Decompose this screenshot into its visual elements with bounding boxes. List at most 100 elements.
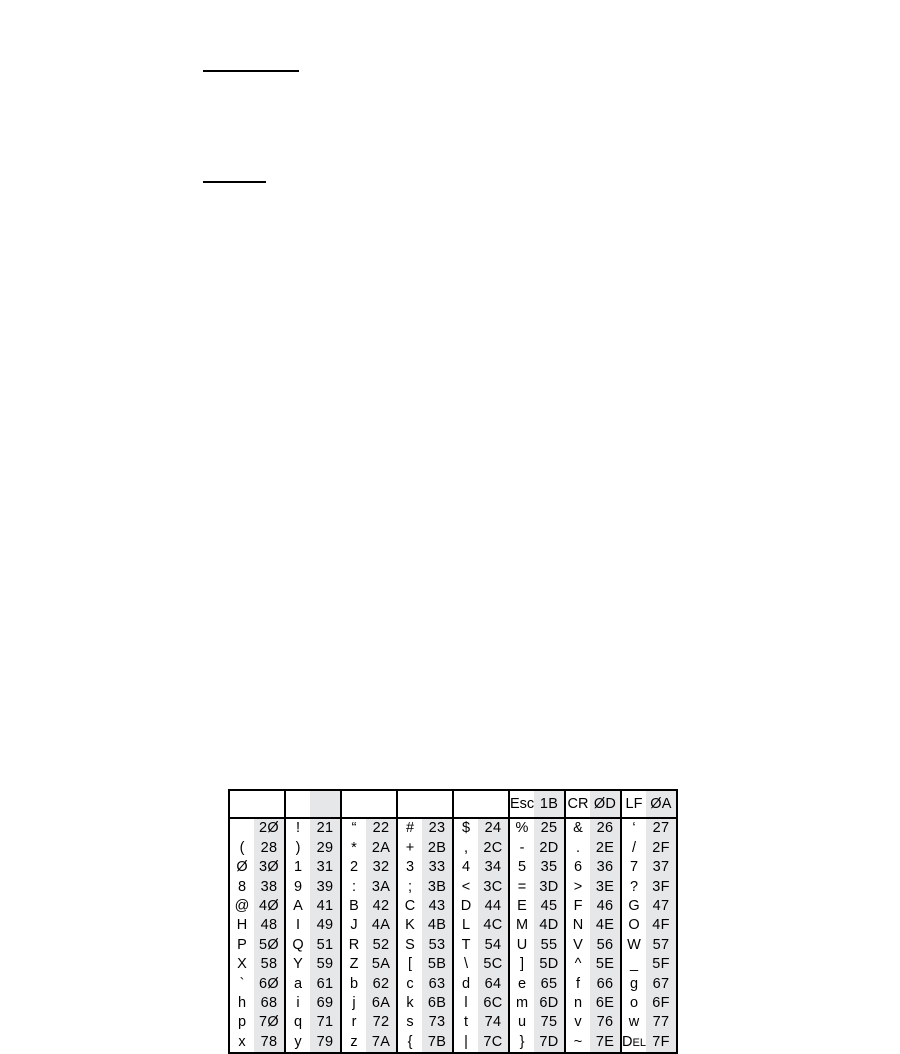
ascii-hex-cell: 4E (590, 915, 621, 936)
ascii-char-cell: z (340, 1032, 366, 1053)
ascii-hex-cell: 2A (366, 838, 397, 858)
ascii-hex-cell: 3B (422, 877, 453, 897)
ascii-hex-cell: 3F (646, 877, 677, 897)
ascii-table-row: h 68 i 69 j 6A k 6B l 6C m 6D n 6E o 6F (229, 993, 677, 1013)
ascii-hex-cell: 69 (310, 993, 341, 1013)
ascii-char-cell: Q (284, 935, 310, 955)
ascii-table-row: X 58 Y 59 Z 5A[5B \ 5C] 5D ^ 5E _ 5F (229, 954, 677, 975)
ascii-char-cell: # (396, 818, 422, 839)
ascii-hex-cell: 57 (646, 935, 677, 955)
ascii-hex-cell: 6Ø (254, 974, 285, 994)
ascii-char-cell: ] (508, 954, 534, 975)
ascii-table-row: @4Ø A 41 B 42 C 43 D 44 E 45 F 46 G 47 (229, 896, 677, 916)
ascii-char-cell: r (340, 1012, 366, 1033)
ascii-char-cell: Z (340, 954, 366, 975)
ascii-char-cell: : (340, 877, 366, 897)
ascii-char-cell (452, 790, 478, 819)
heading-underline-2 (203, 181, 266, 183)
ascii-char-cell: 3 (396, 857, 422, 878)
ascii-hex-cell: 3D (534, 877, 565, 897)
ascii-hex-cell: 71 (310, 1012, 341, 1033)
ascii-hex-cell: 72 (366, 1012, 397, 1033)
ascii-hex-cell: 45 (534, 896, 565, 916)
ascii-char-cell: M (508, 915, 534, 936)
ascii-hex-cell: 31 (310, 857, 341, 878)
ascii-hex-cell: 4C (478, 915, 509, 936)
ascii-char-cell: { (396, 1032, 422, 1053)
ascii-char-cell: $ (452, 818, 478, 839)
ascii-char-cell: “ (340, 818, 366, 839)
ascii-char-cell (229, 790, 254, 819)
ascii-hex-cell: 51 (310, 935, 341, 955)
ascii-hex-cell: ØD (590, 790, 621, 819)
ascii-hex-cell: 42 (366, 896, 397, 916)
ascii-char-cell (229, 818, 254, 839)
ascii-hex-cell: 3Ø (254, 857, 285, 878)
ascii-char-cell: W (620, 935, 646, 955)
ascii-hex-cell: ØA (646, 790, 677, 819)
ascii-hex-cell: 65 (534, 974, 565, 994)
ascii-char-cell: R (340, 935, 366, 955)
ascii-hex-cell (478, 790, 509, 819)
ascii-hex-cell: 56 (590, 935, 621, 955)
ascii-char-cell: \ (452, 954, 478, 975)
ascii-char-cell: X (229, 954, 254, 975)
ascii-hex-cell: 49 (310, 915, 341, 936)
ascii-hex-cell: 2C (478, 838, 509, 858)
ascii-hex-cell: 7F (646, 1032, 677, 1053)
ascii-char-cell: B (340, 896, 366, 916)
ascii-hex-cell: 2B (422, 838, 453, 858)
ascii-hex-cell: 43 (422, 896, 453, 916)
ascii-hex-cell: 7A (366, 1032, 397, 1053)
ascii-char-cell: 4 (452, 857, 478, 878)
ascii-char-cell: 8 (229, 877, 254, 897)
ascii-hex-cell: 5B (422, 954, 453, 975)
ascii-hex-cell: 3C (478, 877, 509, 897)
ascii-char-cell: ‘ (620, 818, 646, 839)
ascii-hex-cell: 25 (534, 818, 565, 839)
ascii-char-cell: > (564, 877, 590, 897)
ascii-hex-cell: 53 (422, 935, 453, 955)
ascii-hex-cell: 7E (590, 1032, 621, 1053)
ascii-hex-cell: 5F (646, 954, 677, 975)
ascii-char-cell: % (508, 818, 534, 839)
ascii-char-cell: ~ (564, 1032, 590, 1053)
ascii-char-cell: 5 (508, 857, 534, 878)
ascii-hex-cell: 2D (534, 838, 565, 858)
ascii-char-cell: _ (620, 954, 646, 975)
ascii-hex-cell: 66 (590, 974, 621, 994)
ascii-hex-cell: 2Ø (254, 818, 285, 839)
ascii-table-container: Esc 1B CR ØD LF ØA 2Ø! 21 “22 #23 $24% 25 & 26 ‘27(28)… (228, 789, 678, 1054)
ascii-hex-cell: 35 (534, 857, 565, 878)
ascii-char-cell: L (452, 915, 478, 936)
ascii-table-row: 8 38 9 39:3A; 3B <3C = 3D >3E? 3F (229, 877, 677, 897)
ascii-char-cell: U (508, 935, 534, 955)
ascii-hex-cell: 61 (310, 974, 341, 994)
ascii-char-cell: O (620, 915, 646, 936)
ascii-char-cell: k (396, 993, 422, 1013)
ascii-char-cell: o (620, 993, 646, 1013)
ascii-character-code-table: Esc 1B CR ØD LF ØA 2Ø! 21 “22 #23 $24% 25 & 26 ‘27(28)… (228, 789, 678, 1054)
ascii-char-cell: . (564, 838, 590, 858)
ascii-hex-cell: 32 (366, 857, 397, 878)
ascii-hex-cell: 27 (646, 818, 677, 839)
ascii-hex-cell: 7Ø (254, 1012, 285, 1033)
ascii-char-cell: K (396, 915, 422, 936)
ascii-hex-cell: 4B (422, 915, 453, 936)
del-label: DEL (622, 1033, 646, 1050)
ascii-char-cell: J (340, 915, 366, 936)
ascii-hex-cell: 6F (646, 993, 677, 1013)
ascii-char-cell: < (452, 877, 478, 897)
ascii-hex-cell: 39 (310, 877, 341, 897)
ascii-char-cell: f (564, 974, 590, 994)
ascii-hex-cell: 33 (422, 857, 453, 878)
ascii-hex-cell: 6D (534, 993, 565, 1013)
ascii-char-cell: ! (284, 818, 310, 839)
ascii-table-row: H 48 I 49 J 4A K 4B L 4C M 4D N 4E O 4F (229, 915, 677, 936)
ascii-hex-cell: 21 (310, 818, 341, 839)
ascii-hex-cell: 48 (254, 915, 285, 936)
ascii-hex-cell (310, 790, 341, 819)
ascii-table-row: Ø 3Ø 1 31 2 32 3 33 4 34 5 35 6 36 7 37 (229, 857, 677, 878)
ascii-hex-cell: 76 (590, 1012, 621, 1033)
ascii-char-cell: p (229, 1012, 254, 1033)
